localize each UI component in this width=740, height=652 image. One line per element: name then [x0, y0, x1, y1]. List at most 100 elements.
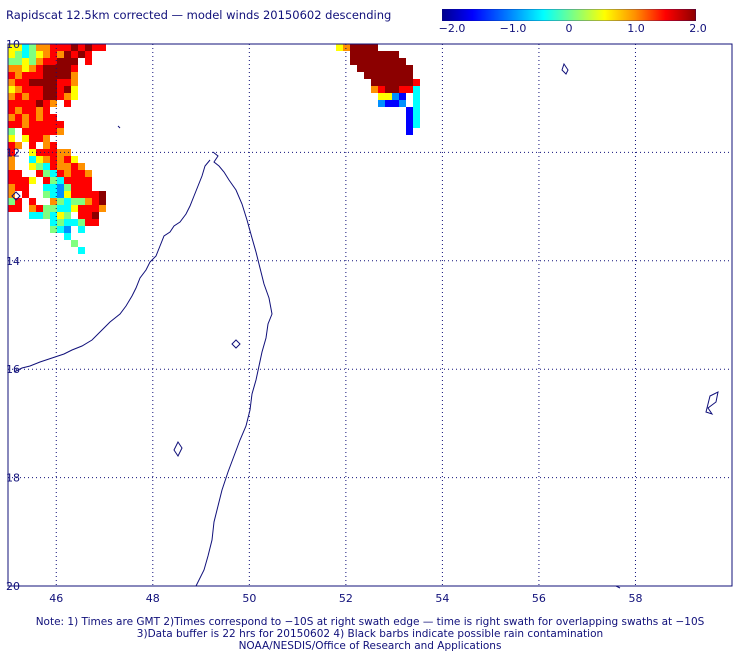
swath-left-cell [8, 142, 15, 149]
swath-left-cell [57, 65, 64, 72]
swath-right-cell [406, 79, 413, 86]
swath-left-cell [64, 226, 71, 233]
swath-left-cell [8, 51, 15, 58]
swath-left-cell [43, 142, 50, 149]
colorbar [442, 9, 696, 21]
colorbar-label-neg1: −1.0 [499, 22, 527, 35]
swath-left-cell [36, 170, 43, 177]
swath-right-cell [357, 65, 364, 72]
swath-left-cell [71, 65, 78, 72]
swath-left-cell [71, 79, 78, 86]
swath-left-cell [15, 121, 22, 128]
swath-left-cell [22, 51, 29, 58]
swath-right-cell [371, 44, 378, 51]
swath-left-cell [57, 156, 64, 163]
swath-right-cell [364, 51, 371, 58]
swath-left-cell [22, 121, 29, 128]
swath-right-cell [392, 86, 399, 93]
footer-notes: Note: 1) Times are GMT 2)Times correspon… [0, 616, 740, 652]
swath-left-cell [43, 135, 50, 142]
madagascar-coast-west [13, 159, 211, 373]
swath-right-cell [399, 86, 406, 93]
swath-left-cell [36, 100, 43, 107]
tick-label-lon-54: 54 [435, 592, 449, 605]
swath-left-cell [85, 205, 92, 212]
swath-left-cell [57, 212, 64, 219]
swath-left-cell [29, 128, 36, 135]
swath-left-cell [64, 100, 71, 107]
swath-right-cell [385, 79, 392, 86]
swath-left-cell [8, 156, 15, 163]
swath-left-cell [22, 65, 29, 72]
swath-right-cell [399, 65, 406, 72]
swath-left-cell [71, 205, 78, 212]
swath-left-cell [85, 58, 92, 65]
swath-left-cell [71, 51, 78, 58]
swath-right-cell [406, 128, 413, 135]
swath-left-cell [50, 58, 57, 65]
swath-left-cell [50, 93, 57, 100]
swath-right-cell [413, 93, 420, 100]
swath-left-cell [50, 121, 57, 128]
offshore-island-3 [561, 62, 569, 75]
swath-left-cell [50, 191, 57, 198]
swath-left-cell [29, 198, 36, 205]
swath-right-cell [385, 72, 392, 79]
swath-left-cell [29, 65, 36, 72]
colorbar-label-max: 2.0 [689, 22, 707, 35]
swath-right-cell [385, 86, 392, 93]
swath-right-cell [385, 100, 392, 107]
swath-left-cell [15, 93, 22, 100]
swath-left-cell [15, 198, 22, 205]
swath-left-cell [15, 58, 22, 65]
tick-label-lon-56: 56 [532, 592, 546, 605]
swath-left-cell [78, 51, 85, 58]
swath-right-cell [371, 86, 378, 93]
swath-left-cell [36, 58, 43, 65]
offshore-island-1 [231, 339, 241, 349]
swath-left-cell [71, 72, 78, 79]
swath-left-cell [92, 219, 99, 226]
coastline [11, 62, 719, 589]
swath-left-cell [8, 100, 15, 107]
swath-left-cell [8, 191, 15, 198]
swath-left-cell [78, 177, 85, 184]
swath-left-cell [50, 142, 57, 149]
swath-left-cell [29, 212, 36, 219]
swath-right-cell [406, 65, 413, 72]
swath-right-cell [357, 51, 364, 58]
swath-left-cell [78, 170, 85, 177]
swath-left-cell [36, 121, 43, 128]
swath-left-cell [15, 170, 22, 177]
swath-left-cell [43, 184, 50, 191]
swath-left-cell [64, 212, 71, 219]
swath-left-cell [36, 65, 43, 72]
swath-left-cell [71, 240, 78, 247]
swath-left-cell [8, 79, 15, 86]
swath-left-cell [29, 163, 36, 170]
swath-left-cell [71, 86, 78, 93]
swath-left-cell [43, 205, 50, 212]
swath-right-cell [371, 65, 378, 72]
swath-left-cell [71, 198, 78, 205]
swath-left-cell [57, 177, 64, 184]
swath-right-cell [343, 44, 350, 51]
swath-left-cell [43, 86, 50, 93]
swath-left-cell [15, 44, 22, 51]
offshore-island-4 [705, 391, 719, 415]
swath-left-cell [29, 156, 36, 163]
swath-left-cell [64, 156, 71, 163]
swath-left-cell [57, 184, 64, 191]
swath-left-cell [57, 170, 64, 177]
swath-left-cell [85, 198, 92, 205]
tick-label-lat-14: 14 [6, 255, 20, 268]
swath-left-cell [43, 93, 50, 100]
swath-left-cell [8, 177, 15, 184]
swath-right-cell [378, 51, 385, 58]
swath-left-cell [64, 72, 71, 79]
colorbar-label-zero: 0 [565, 22, 573, 35]
swath-left-cell [71, 184, 78, 191]
swath-right-cell [364, 44, 371, 51]
swath-right-cell [413, 100, 420, 107]
swath-right-cell [378, 86, 385, 93]
